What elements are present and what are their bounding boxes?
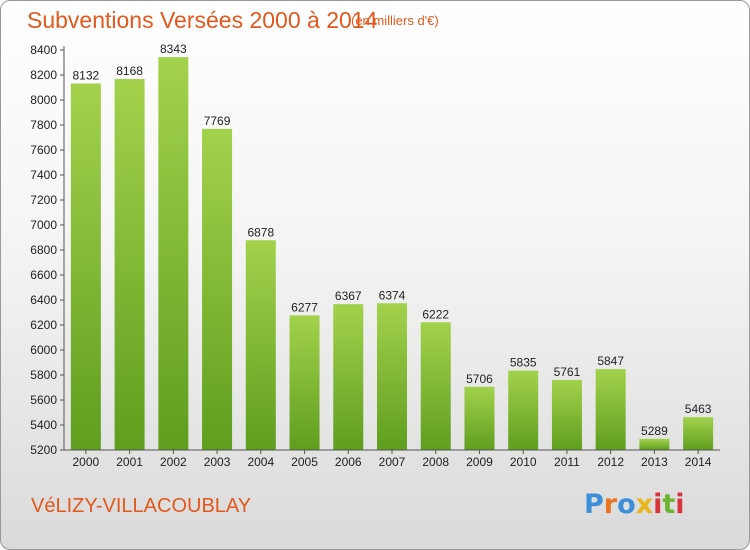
y-tick-label: 6800 <box>30 243 57 257</box>
y-tick-label: 8000 <box>30 93 57 107</box>
y-tick-label: 8400 <box>30 43 57 57</box>
y-tick-label: 6600 <box>30 268 57 282</box>
bar-value-label: 6367 <box>335 289 362 303</box>
x-tick-label: 2002 <box>160 455 187 469</box>
y-tick-label: 6400 <box>30 293 57 307</box>
x-tick-label: 2000 <box>73 455 100 469</box>
bar-2007 <box>377 303 407 450</box>
bar-2009 <box>464 386 495 450</box>
bar-value-label: 5706 <box>466 372 493 386</box>
logo-letter: P <box>584 489 604 520</box>
bar-2014 <box>683 417 714 450</box>
bar-2008 <box>420 322 451 450</box>
bar-value-label: 8343 <box>160 42 187 56</box>
bar-value-label: 8168 <box>116 64 143 78</box>
x-tick-label: 2010 <box>510 455 537 469</box>
bar-2013 <box>639 438 670 450</box>
bar-value-label: 5289 <box>641 424 668 438</box>
bar-value-label: 8132 <box>73 69 100 83</box>
x-axis: 2000 2001 2002 2003 2004 2005 2006 2007 2008 2009… <box>64 449 720 469</box>
proxiti-logo[interactable]: Proxiti <box>584 489 685 520</box>
bar-value-label: 5835 <box>510 356 537 370</box>
x-tick-label: 2013 <box>641 455 668 469</box>
x-tick-label: 2006 <box>335 455 362 469</box>
x-tick-label: 2012 <box>597 455 624 469</box>
y-tick-label: 5800 <box>30 368 57 382</box>
logo-letter: x <box>635 489 654 520</box>
logo-letter: r <box>603 489 618 520</box>
y-tick-label: 8200 <box>30 68 57 82</box>
y-axis: 5200 5400 5600 5800 6000 6200 6400 6600 6800 7000… <box>30 43 65 457</box>
x-tick-label: 2005 <box>291 455 318 469</box>
logo-letter: i <box>675 489 685 520</box>
bar-2010 <box>508 370 539 450</box>
y-tick-label: 5600 <box>30 393 57 407</box>
x-tick-label: 2003 <box>204 455 231 469</box>
x-tick-label: 2001 <box>116 455 143 469</box>
bar-value-label: 7769 <box>204 114 231 128</box>
bar-value-label: 5463 <box>685 402 712 416</box>
x-tick-label: 2011 <box>554 455 580 469</box>
y-tick-label: 7800 <box>30 118 57 132</box>
bars: 8132 8168 8343 7769 6878 6277 6367 6374 6222 5706… <box>70 42 714 450</box>
x-tick-label: 2007 <box>379 455 406 469</box>
logo-letter: i <box>653 489 663 520</box>
bar-2002 <box>158 57 189 450</box>
bar-value-label: 6374 <box>379 288 406 302</box>
y-tick-label: 7000 <box>30 218 57 232</box>
bar-2001 <box>114 79 145 450</box>
y-tick-label: 7200 <box>30 193 57 207</box>
chart-title: Subventions Versées 2000 à 2014 <box>27 7 378 33</box>
logo-letter: o <box>617 489 636 520</box>
y-tick-label: 7400 <box>30 168 57 182</box>
x-tick-label: 2008 <box>422 455 449 469</box>
y-tick-label: 5200 <box>30 443 57 457</box>
x-tick-label: 2004 <box>247 455 274 469</box>
x-tick-label: 2014 <box>685 455 712 469</box>
bar-2006 <box>333 304 364 450</box>
y-tick-label: 6200 <box>30 318 57 332</box>
x-tick-label: 2009 <box>466 455 493 469</box>
y-tick-label: 6000 <box>30 343 57 357</box>
bar-value-label: 5847 <box>597 354 624 368</box>
y-tick-label: 7600 <box>30 143 57 157</box>
y-tick-label: 5400 <box>30 418 57 432</box>
logo-letter: t <box>662 489 676 520</box>
bar-value-label: 5761 <box>554 365 581 379</box>
bar-2003 <box>202 128 233 450</box>
bar-value-label: 6878 <box>247 225 274 239</box>
bar-value-label: 6277 <box>291 300 318 314</box>
bar-2012 <box>595 369 626 450</box>
bar-2000 <box>70 83 101 450</box>
bar-2004 <box>245 240 276 450</box>
chart-subtitle: (en milliers d'€) <box>351 13 439 28</box>
bar-2011 <box>551 379 582 450</box>
commune-name: VéLIZY-VILLACOUBLAY <box>31 495 252 517</box>
bar-value-label: 6222 <box>422 307 449 321</box>
bar-2005 <box>289 315 320 450</box>
